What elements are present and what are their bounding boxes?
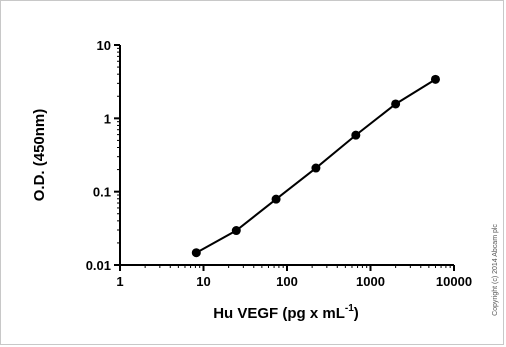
x-axis-title-main: Hu VEGF (pg x mL — [213, 305, 345, 322]
x-tick-label: 1000 — [356, 274, 385, 289]
x-axis-title-close: ) — [354, 305, 359, 322]
x-tick-label: 100 — [276, 274, 298, 289]
y-axis-title: O.D. (450nm) — [31, 109, 48, 202]
data-point — [311, 163, 321, 173]
ticks: 1 10 100 1000 10000 0.01 0.1 1 10 — [86, 38, 472, 289]
x-axis-title: Hu VEGF (pg x mL-1) — [213, 303, 359, 322]
data-point — [271, 194, 281, 204]
x-tick-label: 10 — [196, 274, 210, 289]
axes — [119, 45, 454, 266]
data-point — [351, 130, 361, 140]
x-tick-label: 10000 — [436, 274, 472, 289]
y-tick-label: 10 — [97, 38, 111, 53]
x-tick-label: 1 — [116, 274, 123, 289]
data-point — [231, 226, 241, 236]
data-point — [191, 248, 201, 258]
copyright-text: Copyright (c) 2014 Abcam plc — [492, 224, 499, 316]
data-point — [391, 99, 401, 109]
x-axis-title-superscript: -1 — [345, 303, 354, 314]
y-tick-label: 0.01 — [86, 258, 111, 273]
y-tick-label: 0.1 — [93, 185, 111, 200]
y-tick-label: 1 — [104, 111, 111, 126]
series-layer — [191, 74, 440, 258]
data-point — [430, 74, 440, 84]
